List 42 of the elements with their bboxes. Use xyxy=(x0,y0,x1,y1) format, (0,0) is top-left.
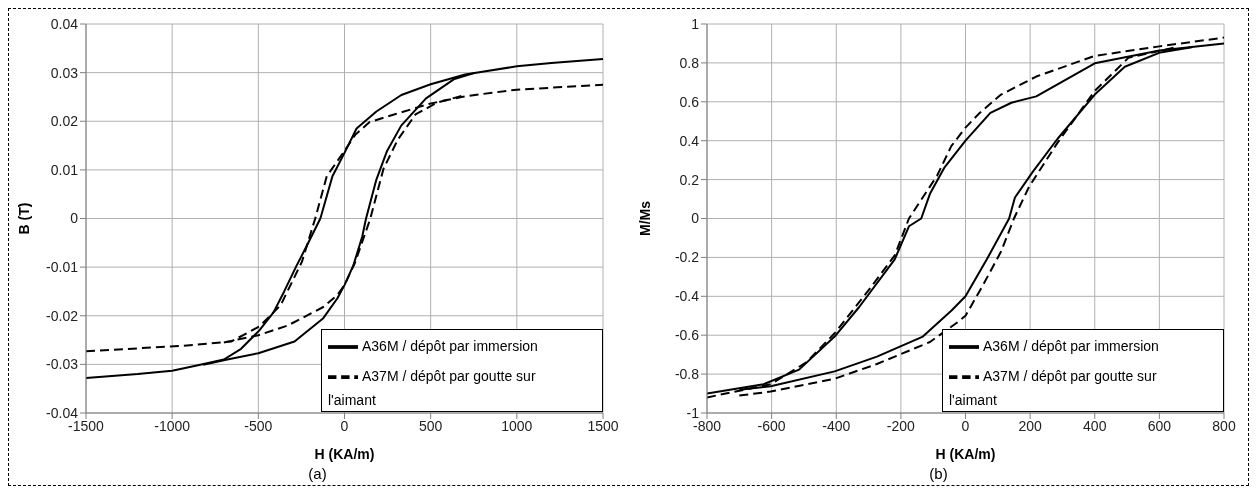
y-tick-label: 0.03 xyxy=(50,64,79,81)
y-tick-label: -0.2 xyxy=(674,249,700,266)
y-tick-label: -0.8 xyxy=(674,366,700,383)
x-tick-label: 600 xyxy=(1147,417,1172,434)
text: (b) xyxy=(928,465,949,482)
legend-label: A36M / dépôt par immersion xyxy=(362,337,538,354)
y-tick-label: 0 xyxy=(70,210,79,227)
x-tick-label: -1000 xyxy=(154,417,191,434)
x-tick-label: 800 xyxy=(1212,417,1236,434)
x-tick-label: 0 xyxy=(340,417,349,434)
x-axis-title: H (KA/m) xyxy=(935,446,996,462)
y-tick-label: 0.02 xyxy=(50,113,79,130)
y-tick-label: 0 xyxy=(691,210,700,227)
y-tick-label: -0.4 xyxy=(674,288,700,305)
y-axis-title: M/Ms xyxy=(636,200,653,236)
y-tick-label: -0.6 xyxy=(674,327,700,344)
y-tick-label: 0.01 xyxy=(50,161,79,178)
legend-label: A37M / dépôt par goutte sur l'aimant xyxy=(328,367,536,408)
x-tick-label: 1500 xyxy=(587,417,619,434)
y-tick-label: 0.8 xyxy=(679,54,700,71)
y-tick-label: -0.02 xyxy=(46,307,79,324)
y-tick-label: 0.2 xyxy=(679,171,700,188)
x-tick-label: -500 xyxy=(244,417,273,434)
x-tick-label: -600 xyxy=(757,417,786,434)
x-tick-label: 500 xyxy=(418,417,443,434)
x-axis-title: H (KA/m) xyxy=(314,446,375,462)
y-tick-label: 1 xyxy=(691,15,700,32)
x-tick-label: -400 xyxy=(822,417,851,434)
y-tick-label: 0.4 xyxy=(679,132,700,149)
y-tick-label: -0.03 xyxy=(46,356,79,373)
x-tick-label: 200 xyxy=(1018,417,1043,434)
y-axis-title: B (T) xyxy=(15,202,32,235)
text: (a) xyxy=(307,465,328,482)
x-tick-label: -200 xyxy=(886,417,916,434)
x-tick-label: 400 xyxy=(1083,417,1107,434)
y-tick-label: 0.6 xyxy=(679,93,700,110)
x-tick-label: 0 xyxy=(961,417,970,434)
y-tick-label: -0.01 xyxy=(46,259,79,276)
legend-label: A36M / dépôt par immersion xyxy=(983,337,1159,354)
legend-label: A37M / dépôt par goutte sur l'aimant xyxy=(949,367,1157,408)
y-tick-label: 0.04 xyxy=(50,15,79,32)
x-tick-label: 1000 xyxy=(501,417,533,434)
